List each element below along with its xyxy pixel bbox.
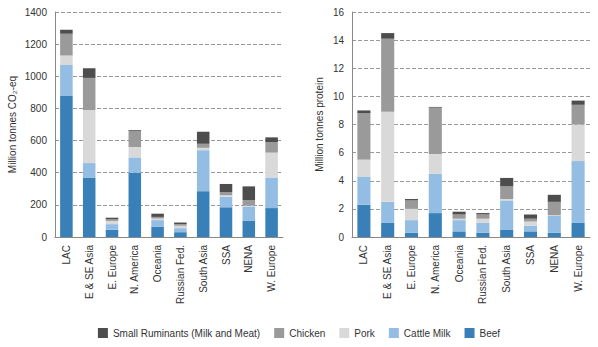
svg-text:12: 12 [333,63,345,74]
svg-text:600: 600 [30,135,47,146]
svg-text:200: 200 [30,199,47,210]
svg-text:NENA: NENA [243,245,254,273]
svg-text:Million tonnes CO₂-eq: Million tonnes CO₂-eq [7,76,18,173]
svg-text:South Asia: South Asia [198,245,209,293]
svg-text:E & SE Asia: E & SE Asia [84,245,95,299]
svg-text:Beef: Beef [480,328,501,339]
svg-text:NENA: NENA [549,245,560,273]
svg-text:SSA: SSA [525,245,536,265]
svg-text:SSA: SSA [221,245,232,265]
svg-text:Russian Fed.: Russian Fed. [477,245,488,304]
svg-text:1400: 1400 [25,7,48,18]
svg-text:N. America: N. America [129,245,140,294]
svg-text:South Asia: South Asia [501,245,512,293]
svg-text:4: 4 [338,175,344,186]
svg-text:1200: 1200 [25,39,48,50]
svg-text:400: 400 [30,167,47,178]
svg-text:16: 16 [333,7,345,18]
svg-text:Cattle Milk: Cattle Milk [404,328,452,339]
svg-text:Oceania: Oceania [152,245,163,283]
svg-text:W. Europe: W. Europe [573,245,584,292]
svg-text:14: 14 [333,35,345,46]
svg-text:LAC: LAC [61,245,72,264]
svg-text:W. Europe: W. Europe [266,245,277,292]
svg-text:N. America: N. America [430,245,441,294]
svg-text:10: 10 [333,91,345,102]
svg-text:2: 2 [338,203,344,214]
svg-text:E & SE Asia: E & SE Asia [382,245,393,299]
svg-text:Pork: Pork [354,328,376,339]
svg-text:LAC: LAC [358,245,369,264]
svg-text:Million tonnes protein: Million tonnes protein [314,77,325,172]
svg-text:Oceania: Oceania [454,245,465,283]
svg-text:8: 8 [338,119,344,130]
svg-text:0: 0 [338,232,344,243]
svg-text:Small Ruminants (Milk and Meat: Small Ruminants (Milk and Meat) [113,328,260,339]
svg-text:Chicken: Chicken [289,328,325,339]
svg-text:1000: 1000 [25,71,48,82]
svg-text:6: 6 [338,147,344,158]
svg-text:0: 0 [41,232,47,243]
svg-text:E. Europe: E. Europe [107,245,118,290]
svg-text:Russian Fed.: Russian Fed. [175,245,186,304]
svg-text:800: 800 [30,103,47,114]
svg-text:E. Europe: E. Europe [406,245,417,290]
